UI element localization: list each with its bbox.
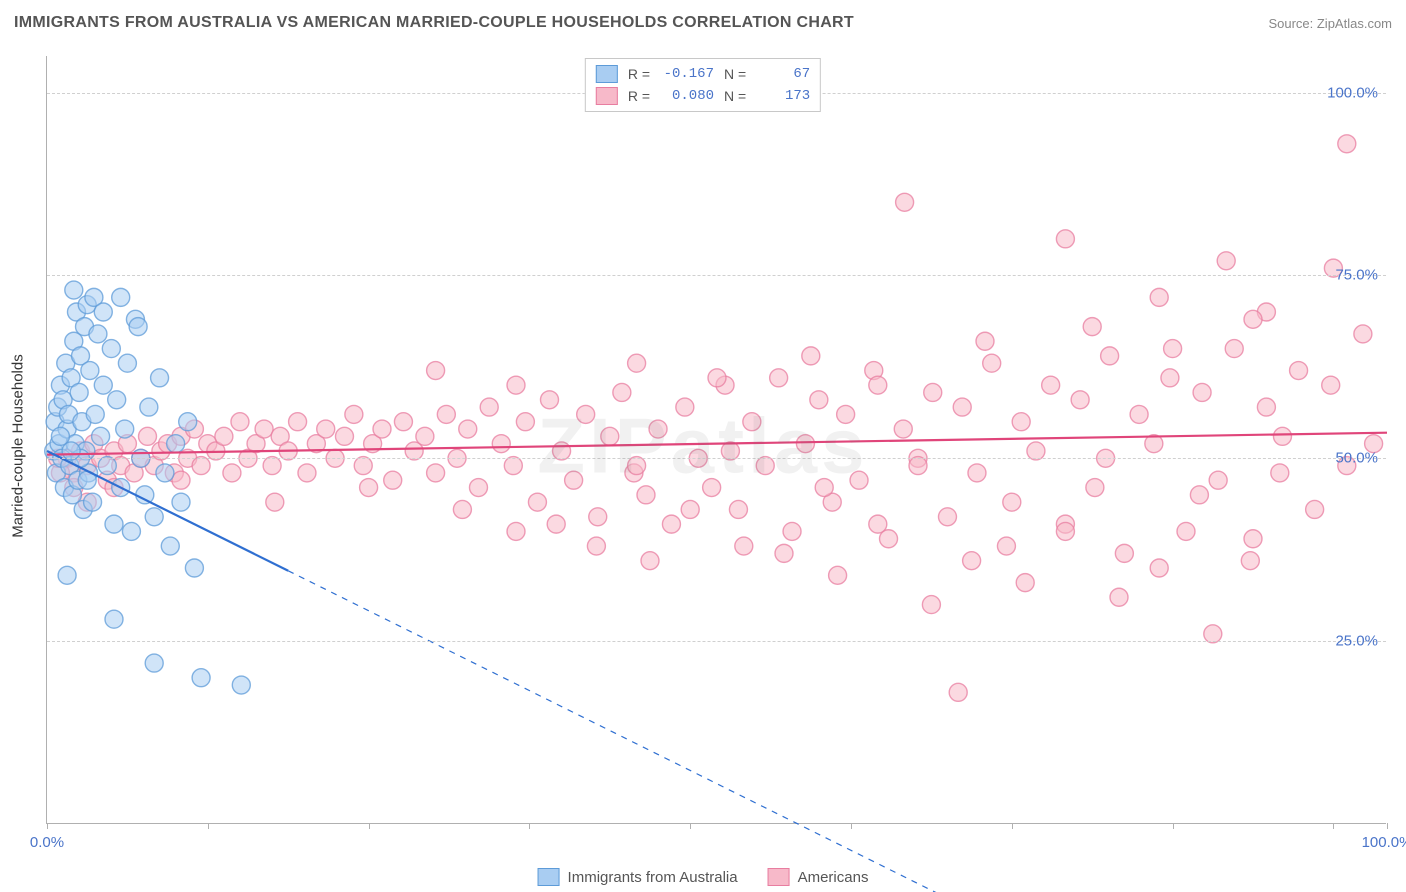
r-value-a: -0.167 [660, 66, 714, 82]
xtick [47, 823, 48, 829]
chart-title: IMMIGRANTS FROM AUSTRALIA VS AMERICAN MA… [14, 14, 854, 32]
r-label-a: R = [628, 66, 650, 82]
swatch-series-a [596, 65, 618, 83]
title-bar: IMMIGRANTS FROM AUSTRALIA VS AMERICAN MA… [14, 14, 1392, 32]
plot-area: 25.0%50.0%75.0%100.0%0.0%100.0% [46, 56, 1386, 824]
xtick [1173, 823, 1174, 829]
gridline-h [47, 275, 1386, 276]
xtick [529, 823, 530, 829]
n-label-a: N = [724, 66, 746, 82]
legend-item-series-a: Immigrants from Australia [538, 868, 738, 886]
xtick [1333, 823, 1334, 829]
n-value-a: 67 [756, 66, 810, 82]
xtick [851, 823, 852, 829]
stats-row-series-b: R = 0.080 N = 173 [596, 85, 810, 107]
xtick [1387, 823, 1388, 829]
legend-label-a: Immigrants from Australia [568, 869, 738, 886]
source-attribution: Source: ZipAtlas.com [1268, 16, 1392, 31]
r-value-b: 0.080 [660, 88, 714, 104]
gridline-h [47, 458, 1386, 459]
xtick [208, 823, 209, 829]
xtick [690, 823, 691, 829]
xtick-label-max: 100.0% [1362, 834, 1406, 851]
xtick-label-min: 0.0% [30, 834, 64, 851]
ytick-label: 75.0% [1335, 267, 1378, 284]
legend-item-series-b: Americans [768, 868, 869, 886]
legend-label-b: Americans [798, 869, 869, 886]
legend-swatch-b [768, 868, 790, 886]
swatch-series-b [596, 87, 618, 105]
series-Americans [49, 135, 1383, 702]
series-legend: Immigrants from Australia Americans [538, 868, 869, 886]
xtick [1012, 823, 1013, 829]
stats-legend: R = -0.167 N = 67 R = 0.080 N = 173 [585, 58, 821, 112]
r-label-b: R = [628, 88, 650, 104]
y-axis-label: Married-couple Households [10, 354, 27, 537]
ytick-label: 25.0% [1335, 633, 1378, 650]
n-label-b: N = [724, 88, 746, 104]
n-value-b: 173 [756, 88, 810, 104]
xtick [369, 823, 370, 829]
stats-row-series-a: R = -0.167 N = 67 [596, 63, 810, 85]
ytick-label: 100.0% [1327, 84, 1378, 101]
ytick-label: 50.0% [1335, 450, 1378, 467]
series-Immigrants from Australia [45, 281, 251, 694]
scatter-svg [47, 56, 1386, 823]
gridline-h [47, 641, 1386, 642]
legend-swatch-a [538, 868, 560, 886]
